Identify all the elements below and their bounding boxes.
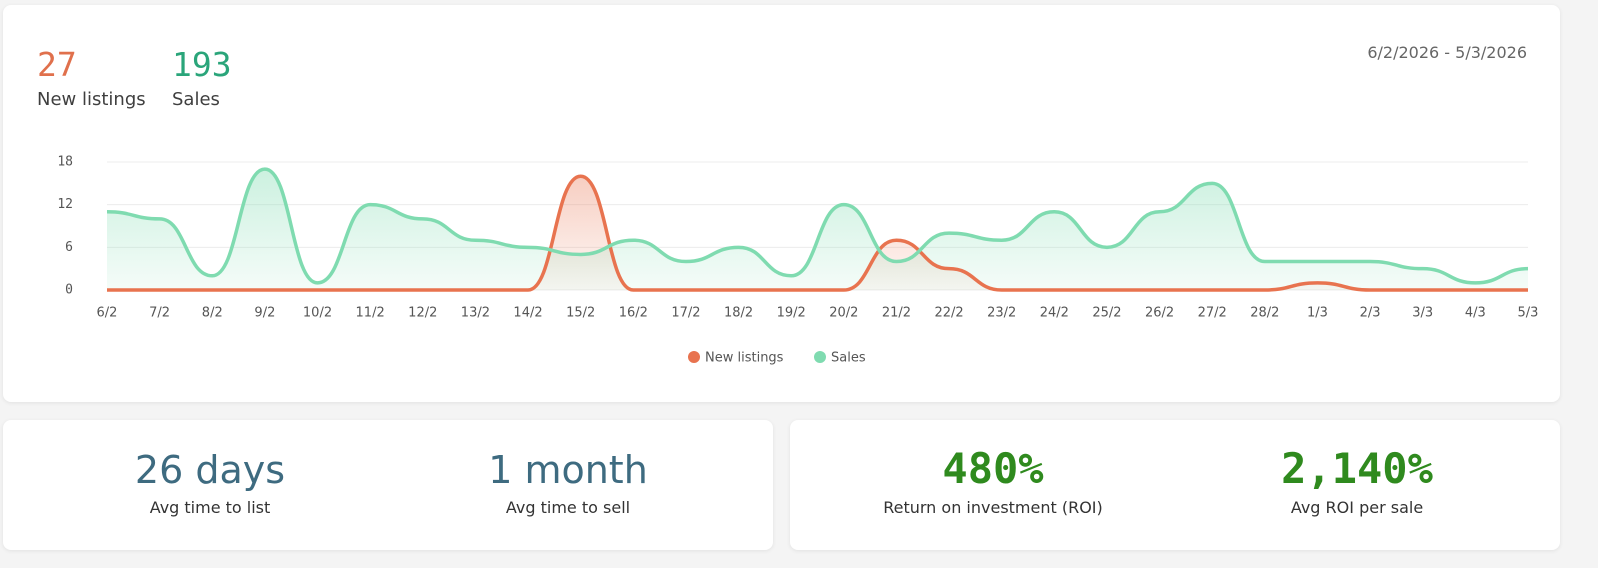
new-listings-label: New listings [37,89,146,110]
x-tick-label: 5/3 [1518,306,1539,321]
x-tick-label: 21/2 [882,306,911,321]
stat-value: 2,140% [1281,444,1433,493]
stat-value: 26 days [134,448,286,492]
x-tick-label: 26/2 [1145,306,1174,321]
legend-swatch[interactable] [688,351,700,363]
roi-card: 480% Return on investment (ROI) 2,140% A… [790,420,1560,550]
x-tick-label: 2/3 [1360,306,1381,321]
stat-label: Avg time to sell [505,497,631,517]
roi-stat: 2,140% Avg ROI per sale [1177,444,1537,518]
x-tick-label: 11/2 [356,306,385,321]
area-fill [107,169,1528,290]
y-tick-label: 0 [65,283,73,298]
x-tick-label: 8/2 [202,306,223,321]
legend-label[interactable]: Sales [831,351,866,366]
roi-stat: 480% Return on investment (ROI) [813,444,1173,518]
x-tick-label: 27/2 [1198,306,1227,321]
x-tick-label: 3/3 [1412,306,1433,321]
y-tick-label: 6 [65,240,73,255]
time-stat: 26 days Avg time to list [30,448,390,517]
sales-label: Sales [172,89,220,110]
stat-value: 480% [942,444,1044,493]
x-tick-label: 15/2 [566,306,595,321]
x-tick-label: 23/2 [987,306,1016,321]
time-card: 26 days Avg time to list 1 month Avg tim… [3,420,773,550]
stat-value: 1 month [488,448,648,492]
x-tick-label: 6/2 [97,306,118,321]
stat-label: Return on investment (ROI) [883,498,1103,518]
x-tick-label: 19/2 [777,306,806,321]
series-line [106,167,1529,285]
sales-count: 193 [172,45,232,84]
x-tick-label: 10/2 [303,306,332,321]
x-tick-label: 14/2 [513,306,542,321]
x-tick-label: 28/2 [1250,306,1279,321]
x-tick-label: 4/3 [1465,306,1486,321]
new-listings-count: 27 [37,45,77,84]
x-tick-label: 1/3 [1307,306,1328,321]
x-tick-label: 13/2 [461,306,490,321]
y-tick-label: 12 [57,197,73,212]
chart-card: 27 New listings 193 Sales 6/2/2026 - 5/3… [3,5,1560,402]
x-tick-label: 25/2 [1092,306,1121,321]
x-tick-label: 18/2 [724,306,753,321]
series-line [107,174,1528,292]
x-tick-label: 22/2 [934,306,963,321]
x-tick-label: 12/2 [408,306,437,321]
chart: 0 6 12 18 6/2 7/2 8/2 9/2 10/2 11/2 12/2 13/2 14/2 15… [57,155,1539,366]
stat-label: Avg ROI per sale [1290,498,1424,518]
stat-label: Avg time to list [149,497,271,517]
x-tick-label: 17/2 [671,306,700,321]
x-tick-label: 9/2 [254,306,275,321]
x-tick-label: 7/2 [149,306,170,321]
time-stat: 1 month Avg time to sell [388,448,748,517]
legend-swatch[interactable] [814,351,826,363]
x-tick-label: 20/2 [829,306,858,321]
x-tick-label: 24/2 [1040,306,1069,321]
date-range[interactable]: 6/2/2026 - 5/3/2026 [1367,43,1527,62]
y-tick-label: 18 [57,155,73,170]
legend-label[interactable]: New listings [705,351,784,366]
x-tick-label: 16/2 [619,306,648,321]
